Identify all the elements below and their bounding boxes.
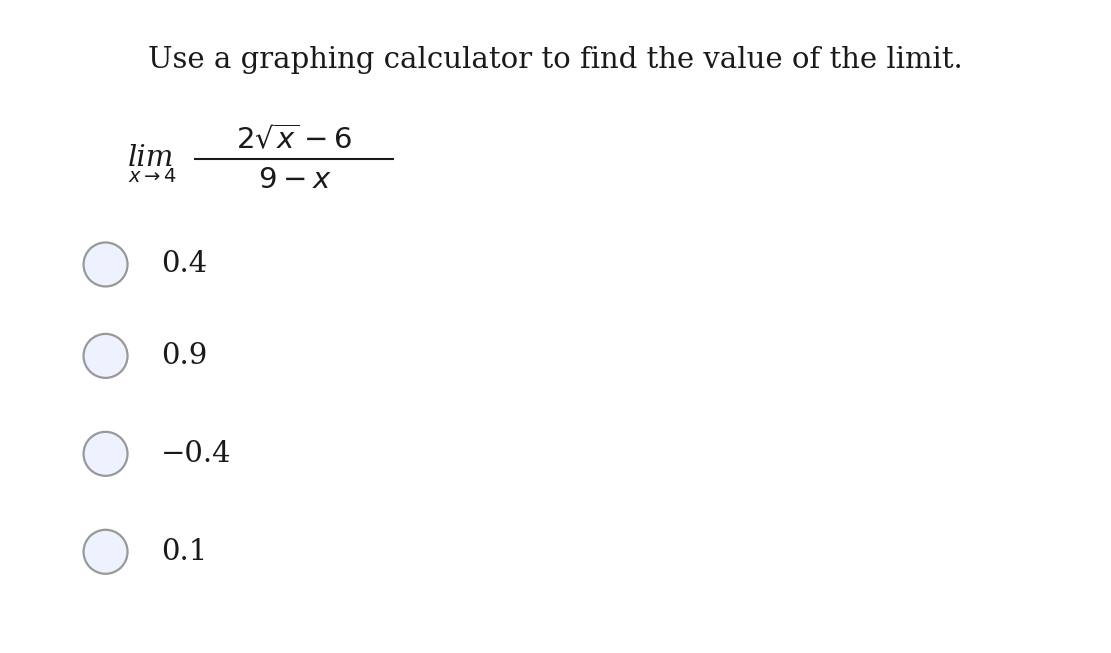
Text: 0.4: 0.4 [161,251,208,278]
Text: $9-x$: $9-x$ [258,166,331,194]
Ellipse shape [83,242,128,287]
Ellipse shape [83,432,128,476]
Text: $x\rightarrow 4$: $x\rightarrow 4$ [128,168,177,186]
Text: lim: lim [128,144,174,172]
Ellipse shape [83,334,128,378]
Text: −0.4: −0.4 [161,440,232,468]
Text: $2\sqrt{x}-6$: $2\sqrt{x}-6$ [237,125,352,155]
Text: 0.1: 0.1 [161,538,208,565]
Ellipse shape [83,530,128,574]
Text: Use a graphing calculator to find the value of the limit.: Use a graphing calculator to find the va… [148,46,963,74]
Text: 0.9: 0.9 [161,342,208,370]
